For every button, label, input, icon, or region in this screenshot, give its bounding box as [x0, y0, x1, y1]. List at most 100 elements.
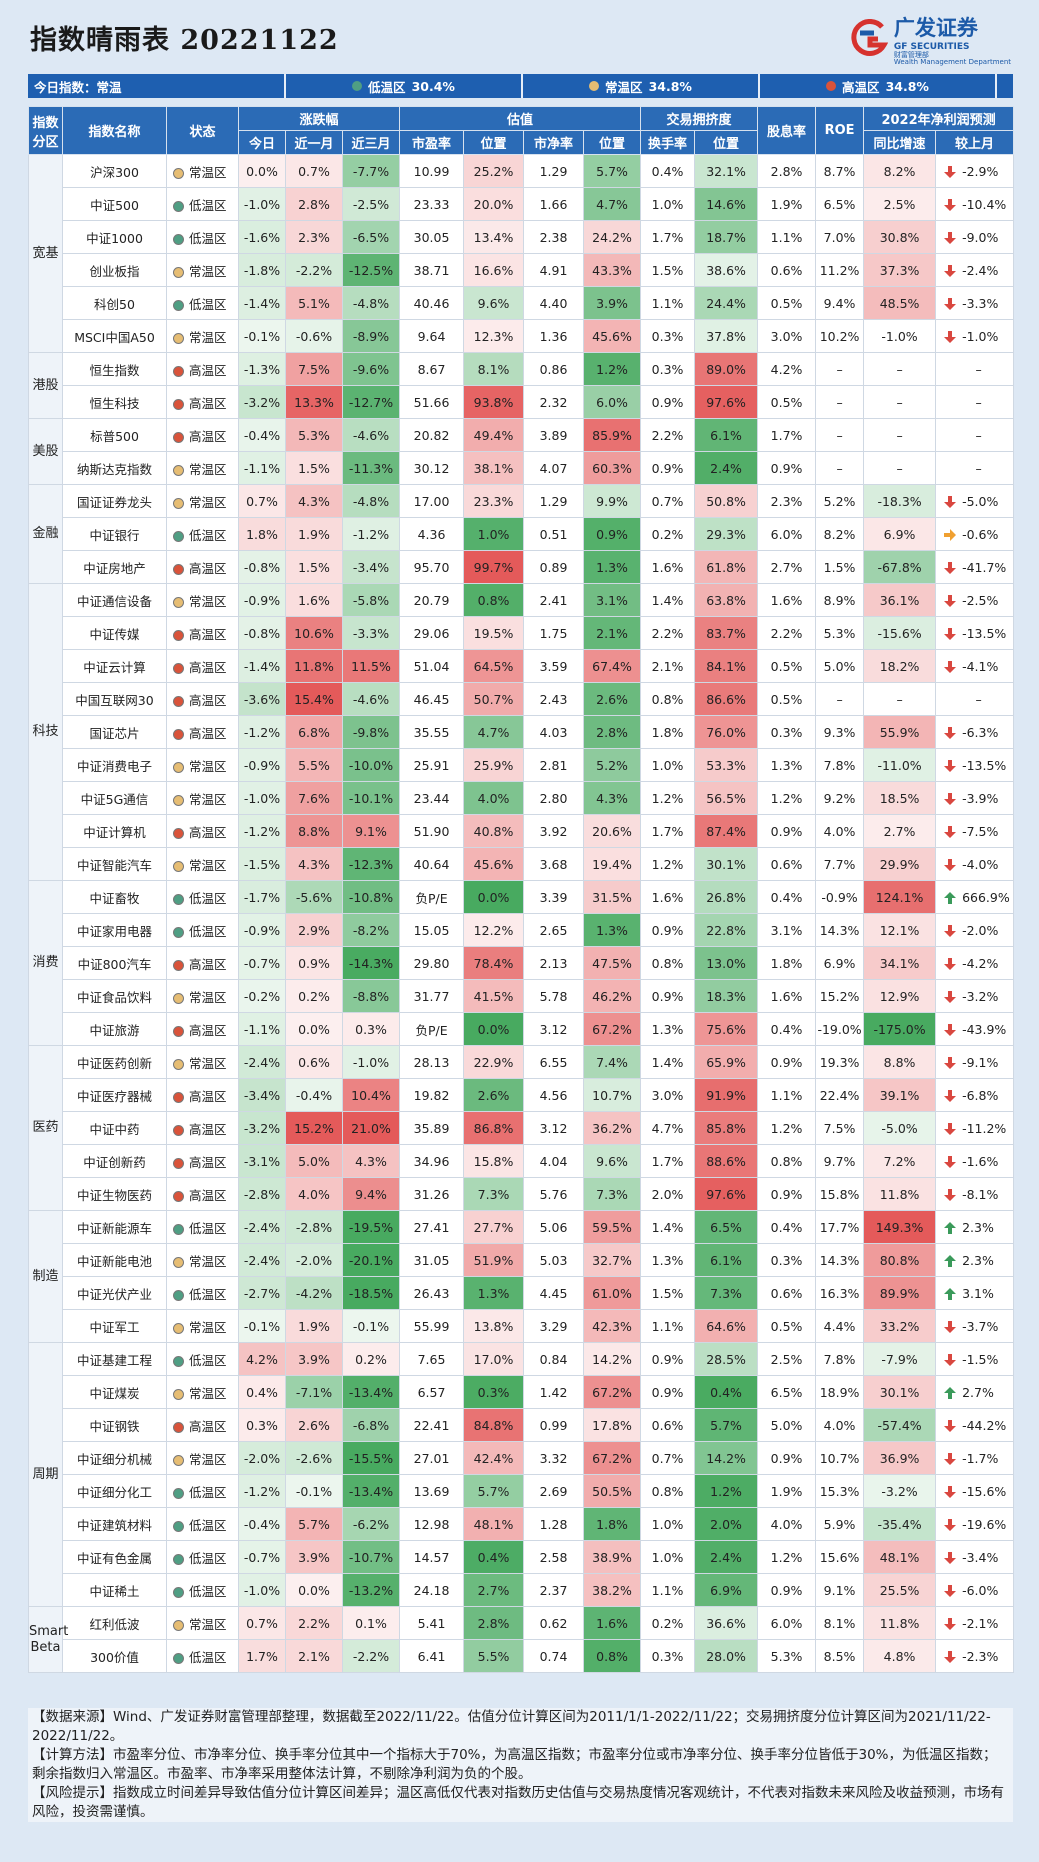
value-cell: 0.6%	[757, 847, 817, 881]
index-name: 国证证券龙头	[62, 484, 167, 518]
value-cell: –	[815, 451, 865, 485]
value-cell: 55.9%	[863, 715, 937, 749]
value-cell: -0.9%	[815, 880, 865, 914]
mom-cell: -3.3%	[935, 286, 1015, 320]
value-cell: 1.9%	[757, 1474, 817, 1508]
logo-icon	[851, 19, 888, 56]
value-cell: 7.7%	[815, 847, 865, 881]
value-cell: 28.0%	[694, 1639, 759, 1673]
index-name: 中证有色金属	[62, 1540, 167, 1574]
value-cell: –	[815, 385, 865, 419]
value-cell: 27.01	[399, 1441, 465, 1475]
value-cell: 30.05	[399, 220, 465, 254]
th: ROE	[815, 106, 865, 155]
value-cell: 20.6%	[583, 814, 642, 848]
mom-text: -3.4%	[962, 1549, 999, 1565]
value-cell: 1.7%	[640, 814, 696, 848]
status-cell: 高温区	[166, 1144, 239, 1178]
value-cell: 0.7%	[238, 484, 286, 518]
value-cell: 0.2%	[640, 517, 696, 551]
value-cell: 6.8%	[285, 715, 343, 749]
arrow-shape	[944, 595, 957, 607]
value-cell: -0.4%	[285, 1078, 343, 1112]
value-cell: 13.8%	[463, 1309, 525, 1343]
mom-text: -4.0%	[962, 856, 999, 872]
value-cell: 12.98	[399, 1507, 465, 1541]
mom-text: -0.6%	[962, 526, 999, 542]
mom-cell: -6.8%	[935, 1078, 1015, 1112]
index-name: 中证医疗器械	[62, 1078, 167, 1112]
value-cell: 78.4%	[463, 946, 525, 980]
mom-cell: -8.1%	[935, 1177, 1015, 1211]
arrow-shape	[944, 1420, 957, 1432]
status-dot	[173, 1223, 184, 1235]
index-name: 国证芯片	[62, 715, 167, 749]
status-text: 高温区	[189, 725, 227, 741]
value-cell: -1.0%	[238, 187, 286, 221]
value-cell: 2.2%	[285, 1606, 343, 1640]
status-cell: 常温区	[166, 1243, 239, 1277]
status-text: 高温区	[189, 1088, 227, 1104]
value-cell: 5.2%	[583, 748, 642, 782]
value-cell: 19.82	[399, 1078, 465, 1112]
index-name: 中证细分化工	[62, 1474, 167, 1508]
value-cell: 0.0%	[463, 880, 525, 914]
value-cell: 0.9%	[640, 1342, 696, 1376]
value-cell: 1.5%	[640, 253, 696, 287]
mom-cell: -3.4%	[935, 1540, 1015, 1574]
value-cell: 61.8%	[694, 550, 759, 584]
value-cell: 0.4%	[238, 1375, 286, 1409]
trend-arrow	[944, 265, 957, 277]
status-dot	[173, 1157, 184, 1169]
arrow-shape	[944, 727, 957, 739]
value-cell: 0.6%	[640, 1408, 696, 1442]
mom-cell: -0.6%	[935, 517, 1015, 551]
mom-text: -13.5%	[962, 625, 1007, 641]
table-row: 中证军工 常温区 -0.1% 1.9% -0.1% 55.99 13.8% 3.29 42.3%…	[29, 1309, 1015, 1343]
value-cell: 2.2%	[757, 616, 817, 650]
trend-arrow	[944, 1156, 957, 1168]
value-cell: 11.8%	[285, 649, 343, 683]
index-name: 中证旅游	[62, 1012, 167, 1046]
value-cell: 83.7%	[694, 616, 759, 650]
value-cell: 24.4%	[694, 286, 759, 320]
th: 指数名称	[62, 106, 167, 155]
status-dot	[173, 365, 184, 377]
value-cell: 91.9%	[694, 1078, 759, 1112]
status-cell: 低温区	[166, 187, 239, 221]
zone-dot	[826, 81, 837, 91]
mom-cell: -11.2%	[935, 1111, 1015, 1145]
value-cell: 2.65	[523, 913, 585, 947]
status-cell: 高温区	[166, 649, 239, 683]
value-cell: –	[863, 451, 937, 485]
arrow-shape	[944, 199, 957, 211]
status-text: 高温区	[189, 1418, 227, 1434]
value-cell: 2.1%	[285, 1639, 343, 1673]
value-cell: 30.12	[399, 451, 465, 485]
value-cell: 3.92	[523, 814, 585, 848]
mom-cell: -5.0%	[935, 484, 1015, 518]
table-row: 中证旅游 高温区 -1.1% 0.0% 0.3% 负P/E 0.0% 3.12 67.2% 1.3…	[29, 1012, 1015, 1046]
mom-text: -44.2%	[962, 1417, 1007, 1433]
value-cell: -13.2%	[341, 1573, 401, 1607]
index-name: 中证通信设备	[62, 583, 167, 617]
value-cell: –	[863, 385, 937, 419]
value-cell: 0.89	[523, 550, 585, 584]
logo-sub-cn: 财富管理部	[893, 51, 929, 59]
value-cell: 0.9%	[583, 517, 642, 551]
value-cell: -1.5%	[238, 847, 286, 881]
value-cell: -19.0%	[815, 1012, 865, 1046]
arrow-shape	[944, 925, 957, 937]
mom-cell: -13.5%	[935, 748, 1015, 782]
value-cell: 95.70	[399, 550, 465, 584]
value-cell: 36.6%	[694, 1606, 759, 1640]
value-cell: -8.8%	[341, 979, 401, 1013]
value-cell: 51.9%	[463, 1243, 525, 1277]
value-cell: 29.9%	[863, 847, 937, 881]
value-cell: -18.5%	[341, 1276, 401, 1310]
value-cell: 1.0%	[640, 187, 696, 221]
table-row: 消费 中证畜牧 低温区 -1.7% -5.6% -10.8% 负P/E 0.0% 3.39 31.…	[28, 880, 1015, 1046]
index-name: 中证食品饮料	[62, 979, 167, 1013]
mom-cell: -1.0%	[935, 319, 1015, 353]
th: 股息率	[757, 106, 817, 155]
